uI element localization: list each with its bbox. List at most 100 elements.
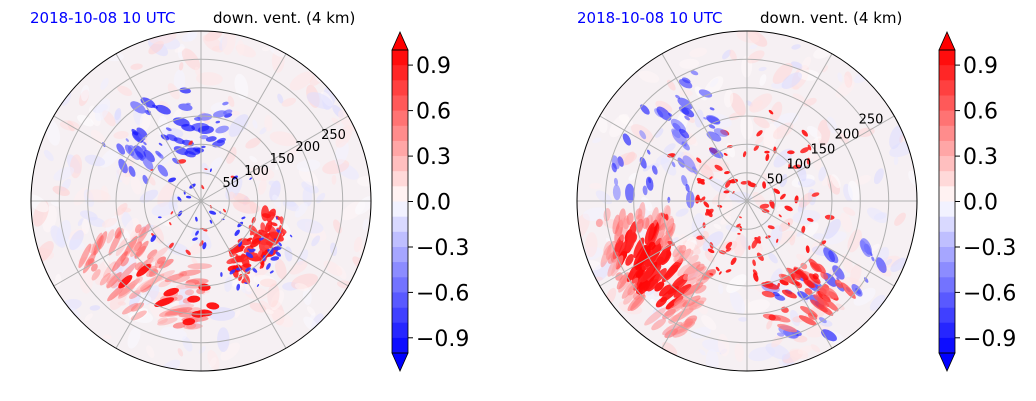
field-cell	[696, 177, 705, 185]
field-cell	[678, 78, 693, 89]
field-cell	[270, 222, 278, 227]
field-cell	[157, 164, 169, 177]
field-cell	[139, 110, 151, 132]
field-cell	[629, 232, 638, 244]
field-cell	[94, 98, 111, 122]
field-cell	[764, 150, 770, 154]
field-cell	[130, 175, 142, 195]
field-cell	[765, 343, 791, 360]
field-cell	[725, 241, 733, 249]
field-cell	[728, 112, 742, 121]
colorbar-bin	[939, 337, 955, 354]
field-cell	[734, 343, 744, 363]
field-cell	[274, 162, 281, 170]
field-cell	[206, 302, 220, 310]
colorbar-tick-label: −0.9	[416, 327, 469, 352]
field-cell	[353, 236, 363, 253]
field-cell	[31, 194, 49, 213]
field-cell	[226, 258, 237, 265]
field-cell	[252, 119, 258, 129]
field-cell	[163, 287, 179, 297]
panel-title-date: 2018-10-08 10 UTC	[577, 9, 723, 27]
field-cell	[102, 334, 112, 340]
field-cell	[723, 152, 728, 156]
field-cell	[695, 263, 705, 272]
field-cell	[177, 348, 184, 357]
field-cell	[266, 263, 271, 270]
field-cell	[758, 66, 767, 72]
field-cell	[294, 202, 308, 218]
field-cell	[656, 256, 664, 266]
field-cell	[592, 137, 602, 144]
field-cell	[776, 205, 785, 212]
field-cell	[769, 225, 783, 248]
field-cell	[768, 109, 774, 115]
field-cell	[708, 124, 716, 129]
colorbar-extend-max	[391, 31, 409, 51]
field-cell	[335, 125, 353, 148]
field-cell	[294, 283, 309, 292]
field-cell	[742, 151, 747, 158]
field-cell	[261, 213, 271, 219]
field-cell	[690, 326, 712, 339]
field-cell	[633, 244, 647, 268]
field-cell	[311, 235, 321, 247]
field-cell	[357, 175, 371, 187]
field-cell	[738, 317, 748, 322]
field-cell	[204, 168, 208, 170]
field-cell	[252, 267, 258, 273]
field-cell	[612, 184, 621, 201]
field-cell	[771, 334, 784, 348]
field-cell	[801, 56, 812, 70]
field-cell	[671, 321, 696, 336]
field-cell	[749, 100, 763, 112]
field-cell	[838, 132, 849, 144]
field-cell	[238, 240, 243, 247]
field-cell	[127, 326, 141, 349]
grid-spoke	[115, 53, 202, 202]
field-cell	[723, 89, 734, 108]
field-cell	[628, 172, 638, 181]
colorbar-bin	[939, 216, 955, 233]
grid-spoke	[746, 53, 833, 202]
field-cell	[853, 287, 876, 306]
field-cell	[748, 245, 751, 250]
field-cell	[787, 150, 795, 155]
field-cell	[611, 162, 617, 173]
field-cell	[223, 208, 226, 213]
field-cell	[582, 207, 610, 222]
field-cell	[801, 225, 806, 234]
field-cell	[100, 77, 109, 90]
field-cell	[671, 161, 676, 168]
field-cell	[194, 116, 203, 122]
field-cell	[683, 268, 697, 280]
field-cell	[187, 295, 201, 303]
field-cell	[756, 130, 763, 137]
field-cell	[624, 151, 636, 166]
field-cell	[840, 212, 853, 233]
field-cell	[679, 58, 700, 69]
field-cell	[813, 233, 826, 240]
field-cell	[128, 165, 136, 177]
field-plot	[31, 31, 371, 371]
field-cell	[840, 282, 856, 299]
field-cell	[646, 279, 659, 292]
field-cell	[656, 106, 672, 121]
field-cell	[117, 85, 133, 96]
field-cell	[107, 284, 125, 302]
field-cell	[755, 136, 764, 145]
field-cell	[234, 73, 249, 100]
field-cell	[131, 128, 139, 136]
field-cell	[130, 242, 140, 254]
field-cell	[651, 318, 666, 331]
colorbar-bin	[939, 292, 955, 308]
field-cell	[644, 222, 655, 245]
colorbar-bin	[392, 125, 408, 142]
field-cell	[707, 248, 715, 254]
radial-tick-label: 50	[223, 176, 240, 191]
colorbar-tick-label: 0.9	[416, 54, 451, 79]
field-cell	[778, 360, 786, 367]
field-cell	[54, 273, 62, 287]
field-cell	[89, 305, 101, 311]
field-cell	[642, 185, 648, 196]
